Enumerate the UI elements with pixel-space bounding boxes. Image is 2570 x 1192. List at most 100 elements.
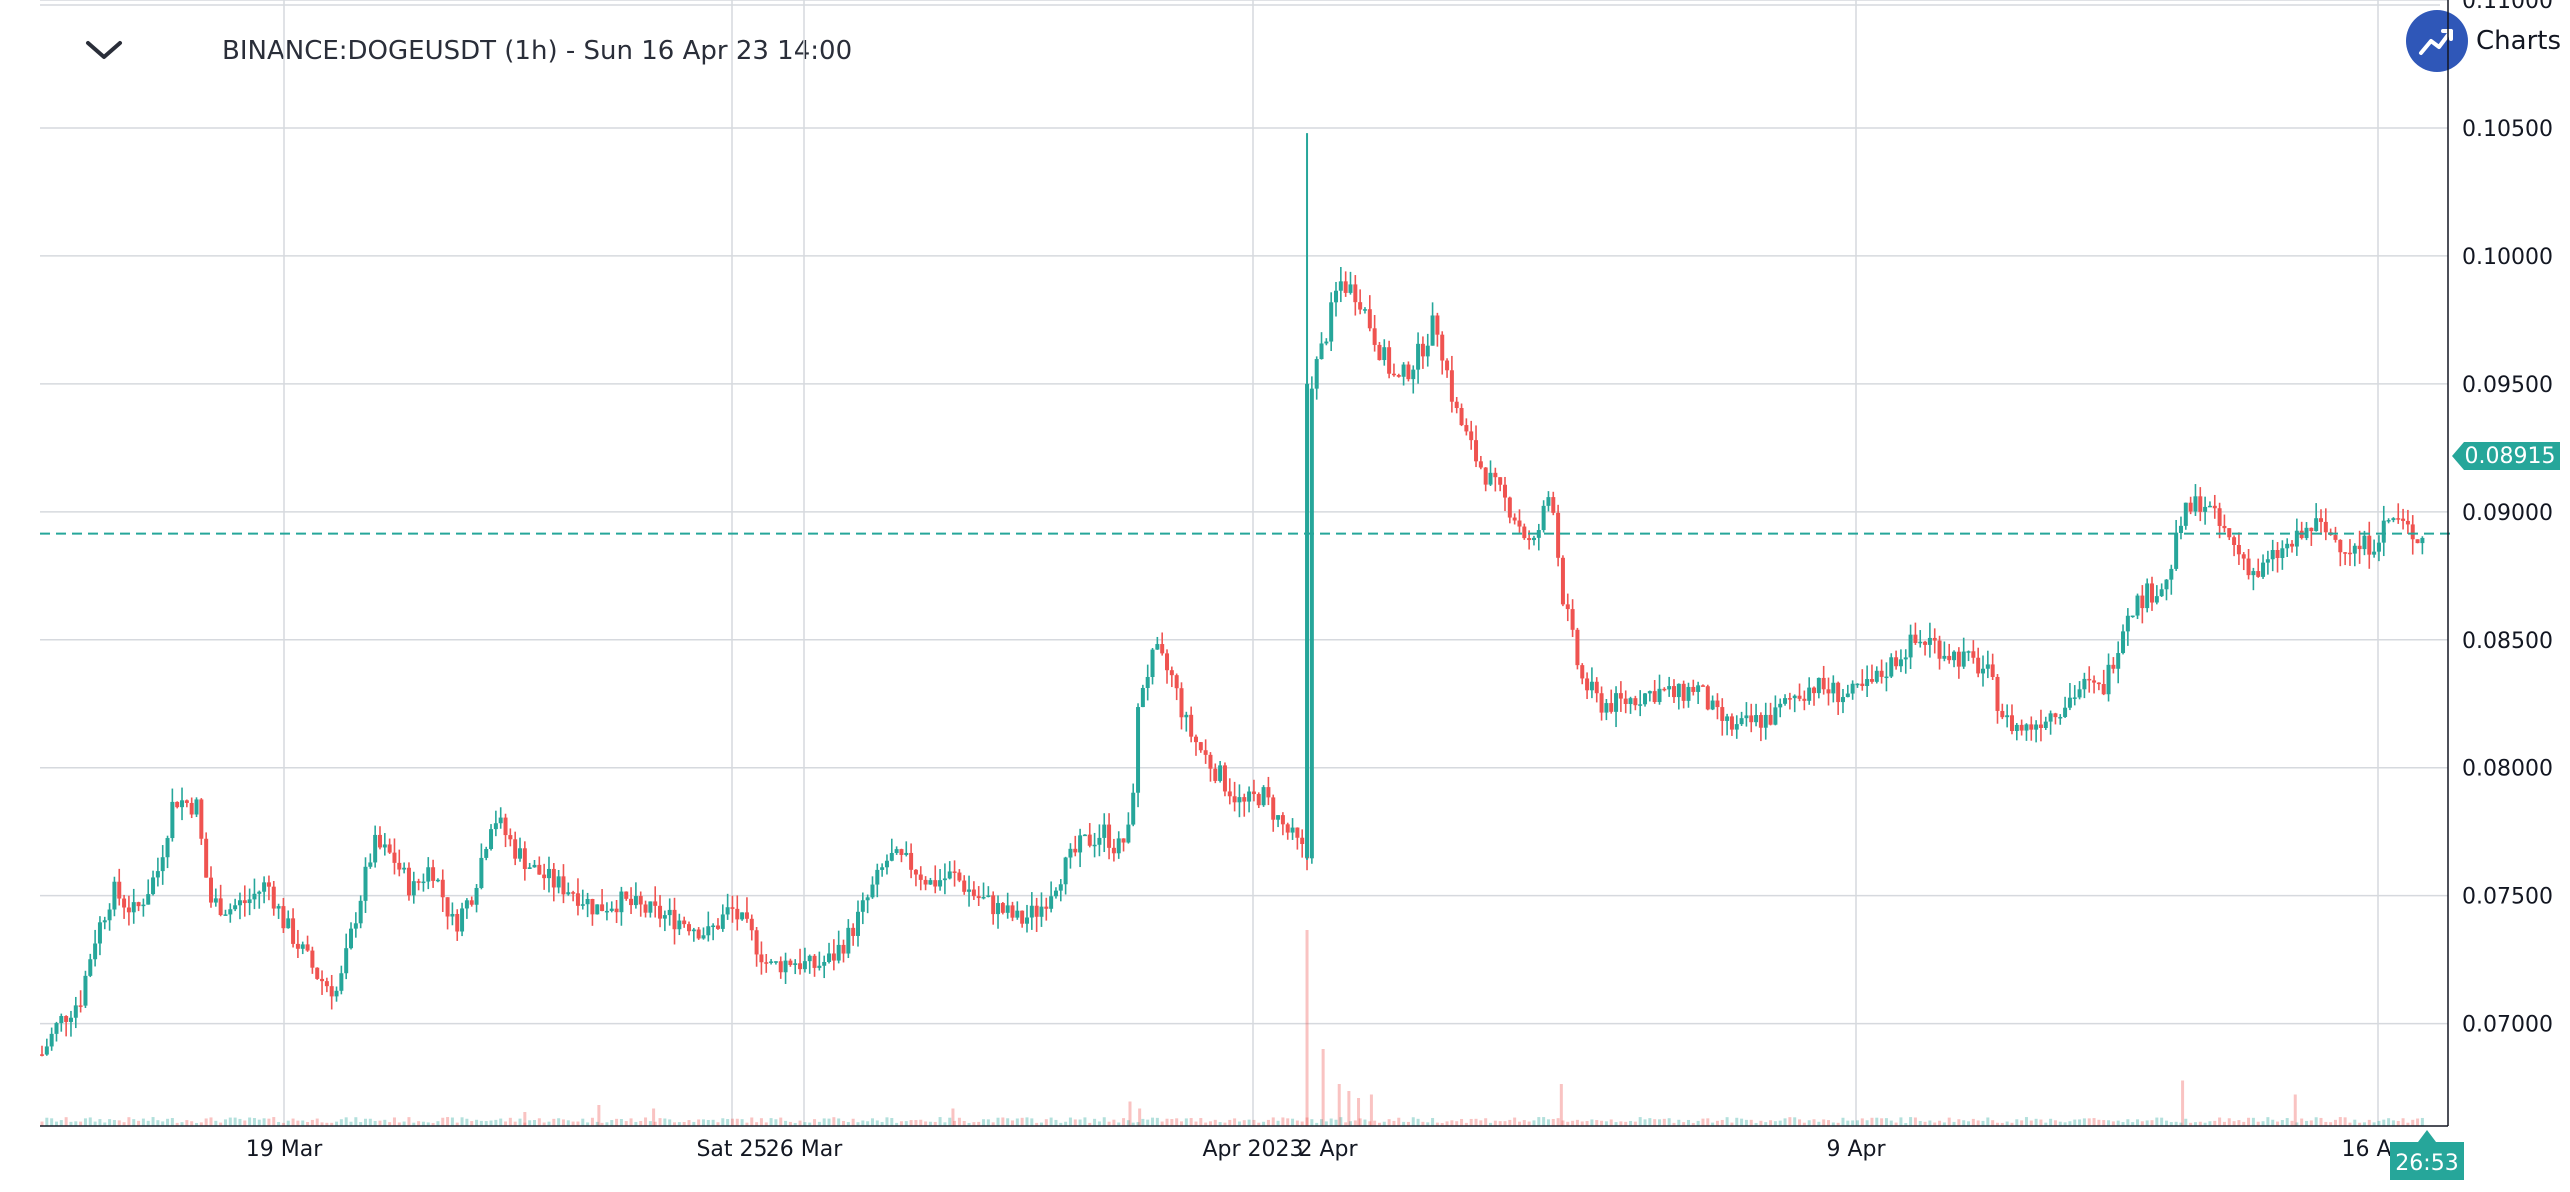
candle-body <box>875 869 880 885</box>
candle-body <box>600 904 605 912</box>
volume-bar <box>735 1118 739 1126</box>
candle-body <box>918 874 923 880</box>
volume-bar <box>909 1120 913 1126</box>
volume-bar <box>2044 1122 2048 1126</box>
candle-body <box>1469 431 1474 441</box>
candle-body <box>1353 284 1358 303</box>
candle-body <box>1507 497 1512 518</box>
volume-bar <box>590 1117 594 1126</box>
volume-bar <box>2145 1120 2149 1126</box>
candle-body <box>266 882 271 887</box>
candle-body <box>387 844 392 853</box>
volume-bar <box>470 1121 474 1126</box>
volume-bar <box>846 1122 850 1126</box>
candle-body <box>358 900 363 924</box>
candle-body <box>884 860 889 868</box>
volume-bar <box>750 1117 754 1126</box>
candle-body <box>2082 678 2087 690</box>
volume-bar <box>1329 1118 1333 1126</box>
volume-bar <box>2213 1120 2217 1126</box>
candle-body <box>2309 527 2314 532</box>
volume-bar <box>677 1122 681 1126</box>
candle-body <box>773 961 778 963</box>
volume-bar <box>291 1118 295 1126</box>
volume-bar <box>2411 1119 2415 1126</box>
candle-body <box>609 908 614 911</box>
candle-body <box>1116 838 1121 854</box>
volume-bar <box>948 1117 952 1126</box>
collapse-button[interactable] <box>74 28 134 74</box>
candle-body <box>1169 670 1174 676</box>
volume-bar <box>137 1120 141 1126</box>
candle-body <box>2352 545 2357 554</box>
volume-bar <box>537 1118 541 1126</box>
volume-bar <box>1271 1117 1275 1126</box>
candle-body <box>1758 715 1763 728</box>
x-tick-label: Sat 25 <box>696 1137 767 1162</box>
volume-bar <box>1648 1118 1652 1126</box>
volume-bar <box>1947 1117 1951 1126</box>
volume-bar <box>1638 1117 1642 1126</box>
candle-body <box>2164 579 2169 590</box>
candle-body <box>2227 528 2232 538</box>
volume-bar <box>257 1119 261 1126</box>
candle-body <box>827 953 832 962</box>
volume-bar <box>730 1118 734 1126</box>
volume-bar <box>151 1117 155 1126</box>
volume-bar <box>1783 1118 1787 1126</box>
volume-bar <box>306 1122 310 1126</box>
volume-bar <box>1918 1120 1922 1126</box>
volume-bar <box>1305 930 1309 1126</box>
volume-bar <box>64 1117 68 1126</box>
candle-body <box>1145 676 1150 688</box>
candle-body <box>2067 697 2072 708</box>
volume-bar <box>1662 1118 1666 1126</box>
volume-bar <box>1928 1120 1932 1126</box>
candle-body <box>2420 537 2425 544</box>
candle-body <box>1053 890 1058 897</box>
candle-body <box>1942 655 1947 659</box>
candle-body <box>1000 903 1005 913</box>
candle-body <box>228 909 233 915</box>
candle-body <box>1710 700 1715 710</box>
candle-body <box>406 867 411 896</box>
candle-body <box>1585 678 1590 691</box>
candle-body <box>1589 681 1594 691</box>
volume-bar <box>267 1118 271 1126</box>
candle-body <box>1420 343 1425 357</box>
candle-body <box>2405 520 2410 525</box>
candle-body <box>1029 905 1034 918</box>
candle-body <box>1812 687 1817 694</box>
candle-body <box>899 849 904 855</box>
candle-body <box>1739 718 1744 725</box>
volume-bar <box>504 1121 508 1126</box>
volume-bar <box>885 1117 889 1126</box>
volume-bar <box>1952 1121 1956 1126</box>
candle-body <box>2212 505 2217 509</box>
candle-body <box>1869 679 1874 682</box>
volume-bar <box>45 1117 49 1126</box>
candle-body <box>788 960 793 965</box>
volume-bar <box>597 1105 601 1126</box>
brand-link[interactable]: Charts p <box>2406 6 2570 76</box>
volume-bar <box>2136 1119 2140 1126</box>
candle-body <box>1874 670 1879 682</box>
volume-bar <box>2247 1117 2251 1126</box>
candle-body <box>2048 713 2053 722</box>
volume-bar <box>1590 1119 1594 1126</box>
volume-bar <box>1358 1118 1362 1126</box>
volume-bar <box>1015 1118 1019 1126</box>
candle-body <box>1338 281 1343 291</box>
volume-bar <box>320 1122 324 1126</box>
candle-body <box>1696 685 1701 692</box>
volume-bar <box>2293 1094 2297 1126</box>
volume-bar <box>2251 1117 2255 1126</box>
volume-bar <box>1556 1118 1560 1126</box>
volume-bar <box>2179 1122 2183 1126</box>
candle-body <box>1676 683 1681 698</box>
candle-body <box>846 927 851 954</box>
volume-bar <box>547 1121 551 1126</box>
candle-body <box>271 886 276 909</box>
candle-body <box>1136 707 1141 793</box>
